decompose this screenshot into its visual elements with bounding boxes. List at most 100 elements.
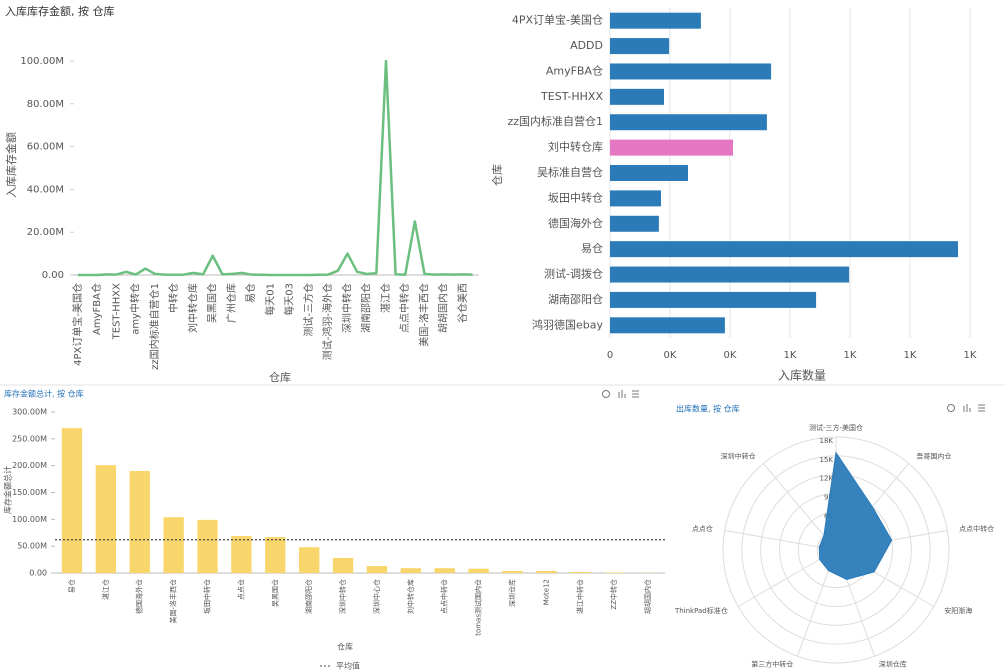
y-axis-label: 仓库 <box>490 164 504 186</box>
x-tick-label: 深圳仓库 <box>508 579 517 607</box>
radar-axis <box>724 529 837 551</box>
x-tick-label: 深圳中转仓 <box>338 579 347 614</box>
x-tick-label: 测试-鸿羽-海外仓 <box>321 283 334 360</box>
y-tick-label: 德国海外仓 <box>548 216 603 230</box>
y-tick-label: 100.00M <box>12 515 47 524</box>
x-tick-label: 0K <box>664 350 677 361</box>
r-tick-label: 18K <box>820 437 834 445</box>
y-tick-label: zz国内标准自营仓1 <box>507 114 603 128</box>
x-tick-label: 易仓 <box>67 579 76 593</box>
bar <box>400 568 421 573</box>
y-tick-label: 刘中转仓库 <box>548 140 603 154</box>
x-tick-label: 坂田中转仓 <box>203 579 212 614</box>
tool-icon[interactable] <box>978 404 985 412</box>
bar <box>610 241 958 258</box>
y-tick-label: 测试-调拨仓 <box>544 267 603 281</box>
bar <box>610 190 661 207</box>
x-tick-label: 深圳中转仓 <box>340 283 353 333</box>
y-tick-label: 湖南邵阳仓 <box>548 292 603 306</box>
bar <box>610 215 659 232</box>
x-tick-label: 4PX订单宝-美国仓 <box>71 283 84 366</box>
bar <box>332 557 354 573</box>
chart-title: 入库库存金额, 按 仓库 <box>5 4 115 18</box>
y-tick-label: 20.00M <box>27 227 64 238</box>
x-tick-label: 湖南邵阳仓 <box>360 283 373 333</box>
bar <box>502 570 523 573</box>
y-axis-label: 库存金额总计 <box>3 466 13 514</box>
y-tick-label: 易仓 <box>581 241 603 255</box>
indicator-label: 点点中转仓 <box>959 524 994 533</box>
y-tick-label: AmyFBA仓 <box>546 63 603 77</box>
tool-icon[interactable] <box>602 390 610 398</box>
y-tick-label: 0.00 <box>42 270 64 281</box>
x-tick-label: 美国-洛丰西仓 <box>417 283 430 347</box>
indicator-label: 深圳仓库 <box>879 660 907 669</box>
tool-icon[interactable] <box>947 404 955 412</box>
y-tick-label: 100.00M <box>20 56 64 67</box>
tool-icon[interactable] <box>618 390 626 398</box>
y-tick-label: ADDD <box>570 39 603 52</box>
bar <box>610 317 725 334</box>
x-tick-label: 刘中转仓库 <box>186 283 199 333</box>
x-tick-label: 1K <box>844 350 857 361</box>
x-tick-label: ZZ中转仓 <box>609 579 618 610</box>
bar <box>610 139 733 156</box>
bar <box>610 63 772 80</box>
bar <box>299 547 320 573</box>
y-tick-label: 50.00M <box>17 542 47 551</box>
bar <box>434 568 455 573</box>
tool-icon[interactable] <box>632 390 639 398</box>
line-series <box>78 59 473 277</box>
bar <box>570 571 591 573</box>
r-tick-label: 9K <box>824 494 833 502</box>
x-tick-label: tomas测试国内仓 <box>474 579 483 636</box>
indicator-label: 安阳渐海 <box>944 606 972 615</box>
x-tick-label: 每天03 <box>283 283 296 316</box>
chart-title: 库存金额总计, 按 仓库 <box>4 389 84 399</box>
y-tick-label: 300.00M <box>12 408 47 417</box>
bar <box>610 38 670 55</box>
bar <box>610 88 664 105</box>
tool-icon[interactable] <box>963 404 971 412</box>
x-tick-label: 湛江仓 <box>101 579 110 600</box>
x-tick-label: 中转仓 <box>167 283 180 313</box>
indicator-label: 点点仓 <box>692 524 713 533</box>
y-tick-label: 200.00M <box>12 461 47 470</box>
bar <box>468 568 489 573</box>
x-tick-label: 深圳中心仓 <box>372 579 381 614</box>
x-tick-label: 1K <box>964 350 977 361</box>
y-axis-label: 入库库存金额 <box>4 132 18 198</box>
x-tick-label: 胡胡国内仓 <box>643 579 652 614</box>
chart-title: 出库数量, 按 仓库 <box>676 404 740 414</box>
bar <box>163 517 184 573</box>
legend-label: 平均值 <box>336 661 360 670</box>
bar <box>366 566 388 573</box>
x-tick-label: 湛江仓 <box>379 283 392 313</box>
y-tick-label: 4PX订单宝-美国仓 <box>512 13 603 27</box>
x-tick-label: 点点中转仓 <box>398 283 411 333</box>
r-tick-label: 12K <box>820 475 834 483</box>
toolbox[interactable] <box>602 390 986 412</box>
x-tick-label: 德国海外仓 <box>135 579 144 614</box>
indicator-label: 深圳中转仓 <box>721 452 756 461</box>
bar <box>610 291 817 308</box>
x-tick-label: 美国-洛丰西仓 <box>169 579 178 624</box>
indicator-label: 测试-三方-美国仓 <box>809 423 863 432</box>
x-tick-label: 1K <box>784 350 797 361</box>
x-axis-label: 仓库 <box>269 370 291 384</box>
x-tick-label: 测试-三方仓 <box>302 283 315 337</box>
y-tick-label: 60.00M <box>27 142 64 153</box>
x-tick-label: 0 <box>607 350 613 361</box>
bar <box>265 537 286 573</box>
indicator-label: 吾哥国内仓 <box>916 452 951 461</box>
x-tick-label: 胡胡国内仓 <box>437 283 450 333</box>
bar <box>197 519 218 573</box>
x-tick-label: 易仓 <box>244 283 257 303</box>
x-axis-label: 仓库 <box>337 642 353 652</box>
y-tick-label: 40.00M <box>27 184 64 195</box>
y-tick-label: 鸿羽德国ebay <box>532 317 603 331</box>
y-tick-label: 0.00 <box>29 569 47 578</box>
indicator-label: 第三方中转仓 <box>751 660 793 669</box>
bar <box>231 535 252 573</box>
